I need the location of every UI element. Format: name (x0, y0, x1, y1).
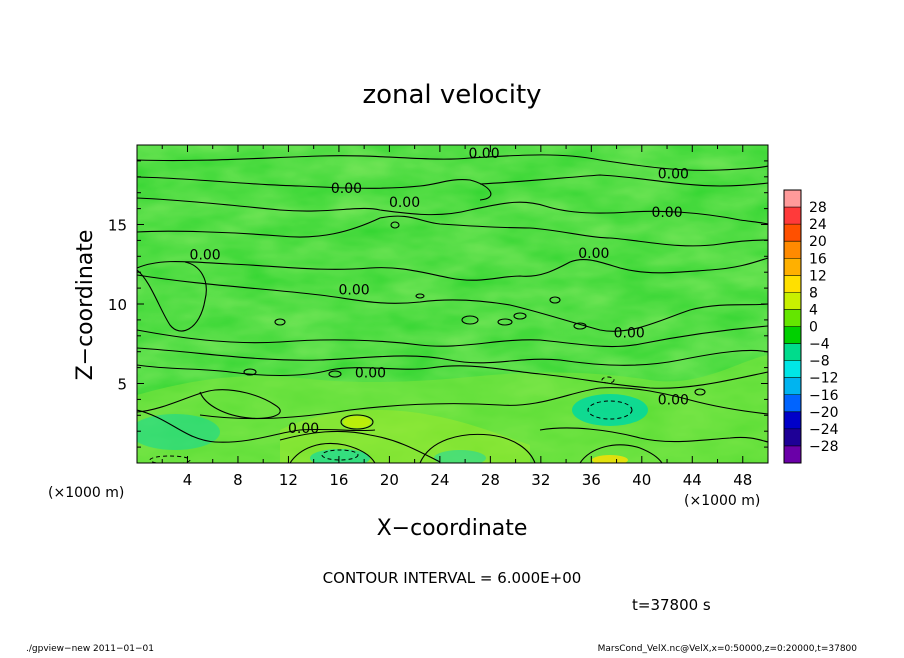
plot-area: 0.00 0.00 0.00 0.00 0.00 0.00 0.00 0.00 0.00 0.00… (137, 145, 768, 463)
x-tick-label: 44 (683, 471, 702, 489)
colorbar-swatch (784, 428, 801, 447)
negative-region (137, 414, 220, 450)
x-tick-label: 36 (582, 471, 601, 489)
colorbar-label: −12 (809, 371, 839, 387)
colorbar-swatch (784, 445, 801, 464)
positive-region (592, 455, 628, 463)
contour-labels: 0.00 0.00 0.00 0.00 0.00 0.00 0.00 0.00 0.00 0.00… (190, 146, 689, 437)
colorbar-label: 16 (809, 251, 827, 267)
x-tick-label: 32 (531, 471, 550, 489)
colorbar-label: 4 (809, 302, 818, 318)
x-tick-label: 12 (279, 471, 298, 489)
colorbar-label: −20 (809, 405, 839, 421)
colorbar-label: 20 (809, 234, 827, 250)
colorbar-swatch (784, 411, 801, 430)
colorbar-swatch (784, 275, 801, 293)
colorbar-swatch (784, 207, 801, 225)
colorbar-label: 28 (809, 200, 827, 216)
colorbar-label: 0 (809, 320, 818, 336)
chart-title: zonal velocity (362, 80, 541, 110)
contour-label: 0.00 (614, 326, 645, 342)
y-tick-label: 10 (108, 296, 127, 314)
colorbar-label: −24 (809, 422, 839, 438)
negative-contours (149, 376, 633, 463)
contour-label: 0.00 (658, 167, 689, 183)
footer-left: ./gpview−new 2011−01−01 (26, 644, 154, 654)
colorbar-label: 8 (809, 285, 818, 301)
colorbar-label: −16 (809, 388, 839, 404)
colorbar-label: 24 (809, 217, 827, 233)
contour-label: 0.00 (468, 146, 499, 162)
contour-interval: CONTOUR INTERVAL = 6.000E+00 (323, 569, 582, 587)
colorbar-swatch (784, 326, 801, 345)
colorbar-swatch (784, 224, 801, 242)
contour-label: 0.00 (338, 283, 369, 299)
contour-label: 0.00 (331, 181, 362, 197)
colorbar-swatch (784, 360, 801, 379)
contour-lines (137, 154, 768, 463)
x-axis-unit: (×1000 m) (684, 493, 760, 509)
negative-region (310, 449, 370, 463)
contour-label: 0.00 (651, 205, 682, 221)
contour-label: 0.00 (389, 195, 420, 211)
colorbar-swatch (784, 343, 801, 362)
y-tick-label: 15 (108, 217, 127, 235)
colorbar-swatch (784, 394, 801, 413)
y-axis-title: Z−coordinate (73, 230, 98, 381)
x-axis-ticks: 4 8 12 16 20 24 28 32 36 40 44 48 (161, 145, 752, 489)
positive-region (343, 416, 371, 428)
y-axis-unit: (×1000 m) (48, 485, 124, 501)
y-axis-ticks: 5 10 15 (108, 160, 768, 448)
contour-label: 0.00 (355, 365, 386, 381)
colorbar-swatch (784, 190, 801, 208)
colorbar-swatch (784, 258, 801, 276)
colorbar-swatch (784, 241, 801, 259)
x-tick-label: 48 (733, 471, 752, 489)
x-tick-label: 40 (632, 471, 651, 489)
colorbar-swatch (784, 309, 801, 327)
x-tick-label: 16 (329, 471, 348, 489)
x-axis-title: X−coordinate (377, 516, 528, 541)
colorbar-swatch (784, 377, 801, 396)
colorbar-label: −28 (809, 439, 839, 455)
x-tick-label: 24 (430, 471, 449, 489)
x-tick-label: 4 (183, 471, 193, 489)
colorbar-label: −4 (809, 337, 830, 353)
colorbar-label: 12 (809, 268, 827, 284)
contour-label: 0.00 (658, 392, 689, 408)
footer-right: MarsCond_VelX.nc@VelX,x=0:50000,z=0:2000… (598, 644, 858, 654)
x-tick-label: 20 (380, 471, 399, 489)
time-label: t=37800 s (632, 596, 711, 614)
colorbar-label: −8 (809, 354, 830, 370)
colorbar-swatch (784, 292, 801, 310)
x-tick-label: 8 (233, 471, 243, 489)
contour-label: 0.00 (288, 421, 319, 437)
negative-region (572, 394, 648, 426)
contour-label: 0.00 (190, 248, 221, 264)
y-tick-label: 5 (117, 376, 127, 394)
x-tick-label: 28 (481, 471, 500, 489)
contour-label: 0.00 (578, 246, 609, 262)
negative-region (434, 450, 486, 463)
